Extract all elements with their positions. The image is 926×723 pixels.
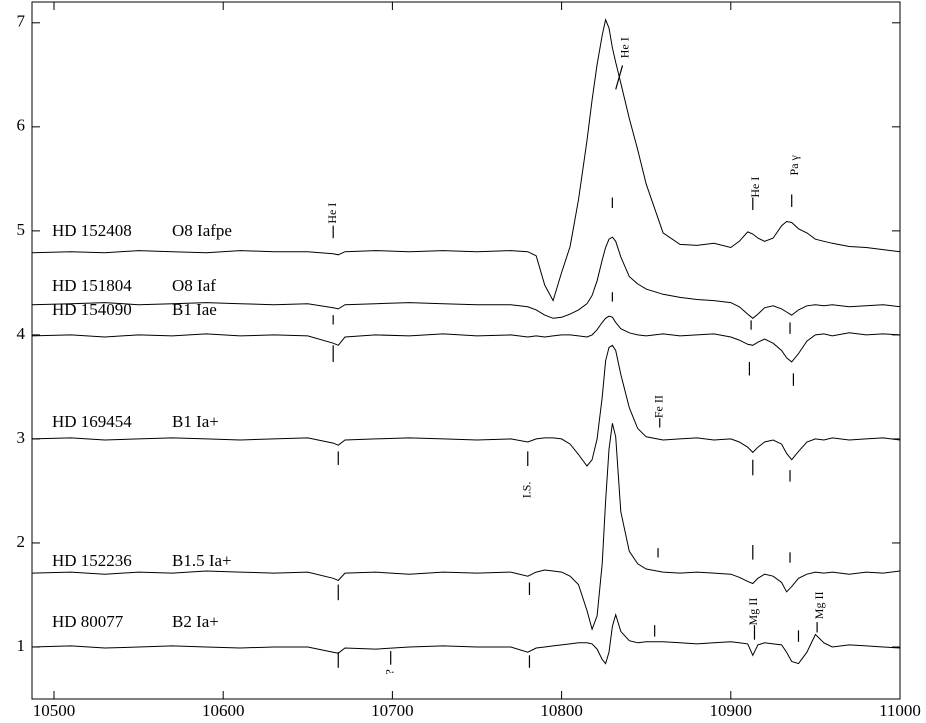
- series-name: HD 152408: [52, 221, 132, 240]
- series-name: HD 154090: [52, 300, 132, 319]
- x-tick-label: 10700: [371, 701, 414, 720]
- annotation: I.S.: [520, 482, 534, 499]
- series-name: HD 152236: [52, 551, 132, 570]
- line-marker: [615, 65, 624, 90]
- series-name: HD 151804: [52, 276, 132, 295]
- y-tick-label: 3: [17, 428, 26, 447]
- y-tick-label: 2: [17, 532, 26, 551]
- series-type: B1 Iae: [172, 300, 217, 319]
- series-type: B1 Ia+: [172, 412, 219, 431]
- annotation: ?: [382, 669, 396, 674]
- x-tick-label: 10600: [202, 701, 245, 720]
- plot-frame: [31, 1, 901, 700]
- y-tick-label: 4: [17, 324, 26, 343]
- y-tick-label: 1: [17, 636, 26, 655]
- y-tick-label: 6: [17, 116, 26, 135]
- annotation: He I: [325, 203, 339, 224]
- annotation: Fe II: [651, 395, 665, 418]
- spectrum-line: [31, 236, 901, 319]
- spectrum-line: [31, 612, 901, 665]
- spectrum-line: [31, 423, 901, 631]
- x-tick-label: 10800: [540, 701, 583, 720]
- series-name: HD 169454: [52, 412, 132, 431]
- series-name: HD 80077: [52, 612, 124, 631]
- annotation: He I: [748, 177, 762, 198]
- y-tick-label: 7: [17, 12, 26, 31]
- x-tick-label: 11000: [879, 701, 921, 720]
- x-tick-label: 10900: [710, 701, 753, 720]
- series-type: B1.5 Ia+: [172, 551, 232, 570]
- annotation: Mg II: [746, 598, 760, 626]
- y-tick-label: 5: [17, 220, 26, 239]
- annotation: Mg II: [812, 592, 826, 620]
- series-type: O8 Iafpe: [172, 221, 232, 240]
- spectrum-line: [31, 315, 901, 363]
- annotation: He I: [618, 37, 632, 58]
- series-type: O8 Iaf: [172, 276, 216, 295]
- spectrum-line: [31, 344, 901, 467]
- annotation: Pa γ: [787, 154, 801, 175]
- series-type: B2 Ia+: [172, 612, 219, 631]
- spectrum-line: [31, 18, 901, 302]
- x-tick-label: 10500: [33, 701, 76, 720]
